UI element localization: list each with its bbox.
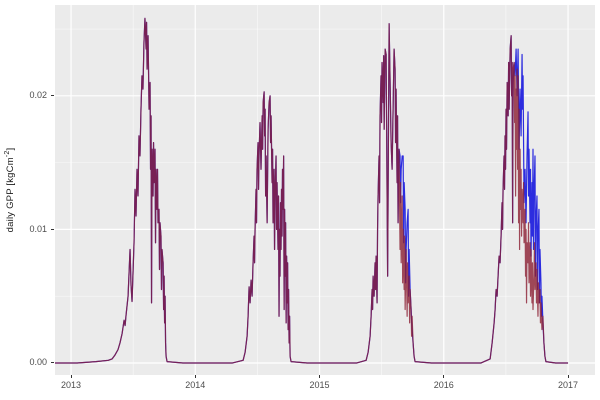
y-axis-tick-label: 0.02 <box>29 90 47 101</box>
plot-canvas <box>55 5 595 375</box>
x-axis-tick <box>194 375 196 378</box>
y-axis-tick <box>51 228 54 230</box>
y-axis-title-superscript: -2 <box>3 150 11 158</box>
x-axis-tick <box>567 375 569 378</box>
x-axis-tick-label: 2016 <box>433 380 454 390</box>
x-axis-tick <box>319 375 321 378</box>
y-axis-tick-label: 0.01 <box>29 223 47 234</box>
y-axis-tick <box>51 95 54 97</box>
model-blue-line <box>55 17 569 364</box>
plot-panel <box>55 5 595 375</box>
y-axis-title-text: daily GPP [kgCm <box>5 157 17 233</box>
x-axis-tick <box>70 375 72 378</box>
y-axis-title: daily GPP [kgCm-2] <box>4 148 16 233</box>
x-axis-tick-label: 2015 <box>309 380 330 390</box>
observed-darkred-line <box>55 17 569 364</box>
x-axis-tick-label: 2017 <box>558 380 579 390</box>
x-axis-tick <box>443 375 445 378</box>
y-axis-tick-label: 0.00 <box>29 357 47 368</box>
x-axis-tick-label: 2013 <box>61 380 82 390</box>
y-axis-title-bracket: ] <box>5 147 17 151</box>
y-axis-tick <box>51 362 54 364</box>
x-axis-tick-label: 2014 <box>185 380 206 390</box>
